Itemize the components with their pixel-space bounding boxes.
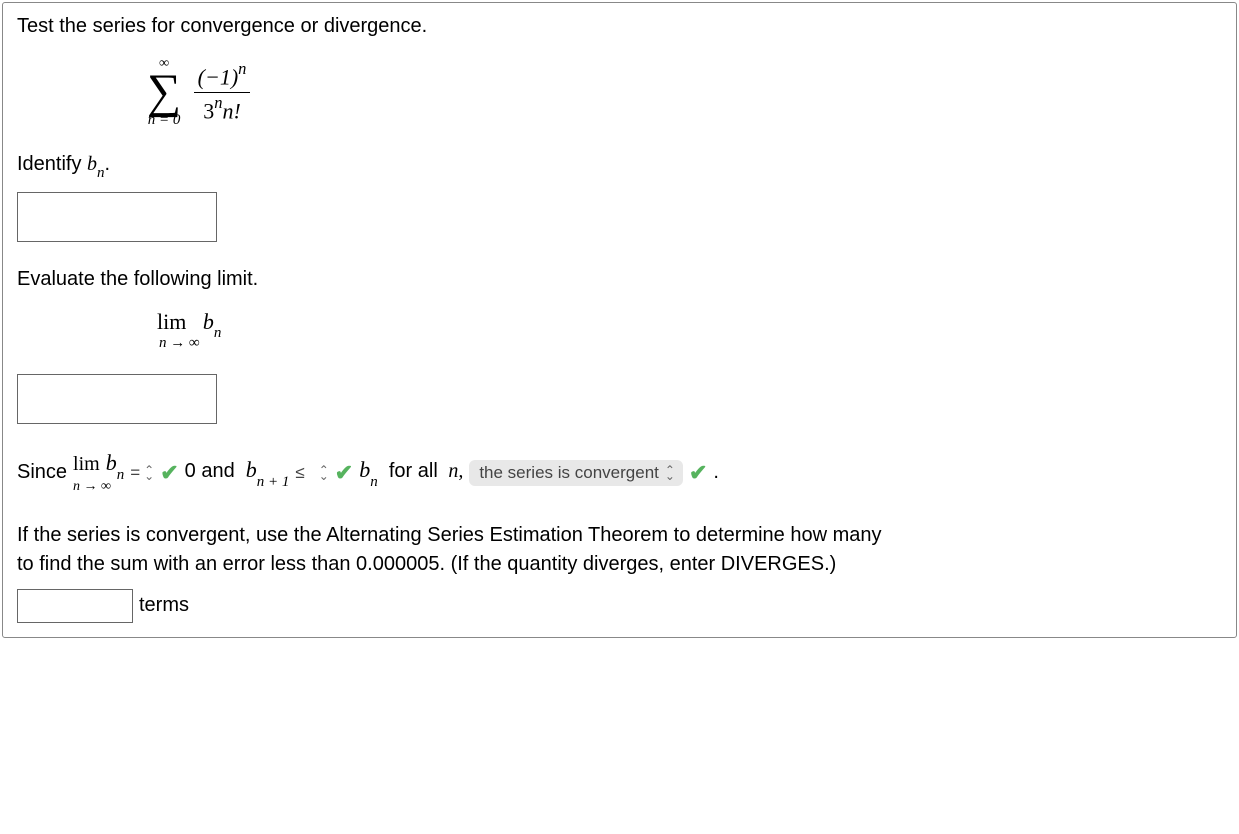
check-icon: ✔ (160, 460, 178, 486)
since-sub-n: n (117, 467, 125, 483)
select-rel-value: ≤ (295, 463, 304, 483)
identify-bn-input[interactable] (17, 192, 217, 242)
instruction-text: Test the series for convergence or diver… (17, 15, 1222, 38)
select-conv-value: the series is convergent (479, 463, 659, 483)
zero-and-text: 0 and (185, 460, 235, 482)
since-lim: lim (73, 453, 100, 476)
chevron-updown-icon: ⌃⌄ (319, 467, 329, 479)
identify-punct: . (105, 153, 111, 175)
denominator: 3nn! (199, 93, 245, 124)
identify-prefix: Identify (17, 153, 87, 175)
identify-sub: n (97, 165, 105, 181)
series-expression: ∞ ∑ n = 0 (−1)n 3nn! (147, 56, 1222, 129)
numerator-base: (−1) (198, 64, 239, 89)
since-arrow: n → ∞ (73, 479, 111, 495)
select-relation[interactable]: ≤ ⌃⌄ (295, 463, 328, 483)
terms-row: terms (17, 589, 1222, 623)
followup-text: If the series is convergent, use the Alt… (17, 521, 1222, 579)
since-b: b (106, 450, 117, 475)
sigma-block: ∞ ∑ n = 0 (147, 56, 181, 129)
numerator-exp: n (238, 59, 246, 78)
evaluate-limit-input[interactable] (17, 374, 217, 424)
since-limit-inline: lim bn n → ∞ (73, 450, 124, 494)
lim-arrow: n → ∞ (159, 335, 200, 352)
forall-text: for all (389, 460, 438, 482)
since-text: Since (17, 461, 67, 484)
followup-line2: to find the sum with an error less than … (17, 553, 836, 575)
limit-block: lim bn n → ∞ (157, 309, 221, 352)
chevron-updown-icon: ⌃⌄ (665, 467, 675, 479)
sigma-lower: n = 0 (148, 112, 181, 129)
since-b3: b (359, 457, 370, 482)
since-b2: b (246, 457, 257, 482)
select-eq-value: = (130, 463, 140, 483)
since-sub-n1: n + 1 (257, 474, 290, 490)
select-convergence[interactable]: the series is convergent ⌃⌄ (469, 460, 683, 486)
followup-line1: If the series is convergent, use the Alt… (17, 524, 882, 546)
chevron-updown-icon: ⌃⌄ (144, 467, 154, 479)
since-sub-n3: n (370, 474, 378, 490)
terms-label: terms (139, 594, 189, 617)
denominator-tail: n! (223, 98, 241, 123)
identify-label: Identify bn. (17, 153, 1222, 180)
lim-text: lim (157, 309, 186, 334)
numerator: (−1)n (194, 61, 251, 92)
denominator-exp: n (214, 93, 222, 112)
lim-sub: n (214, 325, 222, 341)
check-icon: ✔ (335, 460, 353, 486)
evaluate-label: Evaluate the following limit. (17, 268, 1222, 291)
denominator-base: 3 (203, 98, 214, 123)
check-icon: ✔ (689, 460, 707, 486)
lim-var: b (203, 309, 214, 334)
since-period: . (713, 461, 719, 484)
series-fraction: (−1)n 3nn! (194, 61, 251, 125)
since-conclusion-row: Since lim bn n → ∞ = ⌃⌄ ✔ 0 and bn + 1 ≤… (17, 450, 1222, 494)
terms-count-input[interactable] (17, 589, 133, 623)
limit-expression: lim bn n → ∞ (157, 309, 1222, 352)
identify-var: b (87, 153, 97, 175)
question-container: Test the series for convergence or diver… (2, 2, 1237, 638)
n-text: n, (448, 460, 463, 482)
select-equality[interactable]: = ⌃⌄ (130, 463, 154, 483)
sigma-symbol: ∑ (147, 68, 181, 116)
